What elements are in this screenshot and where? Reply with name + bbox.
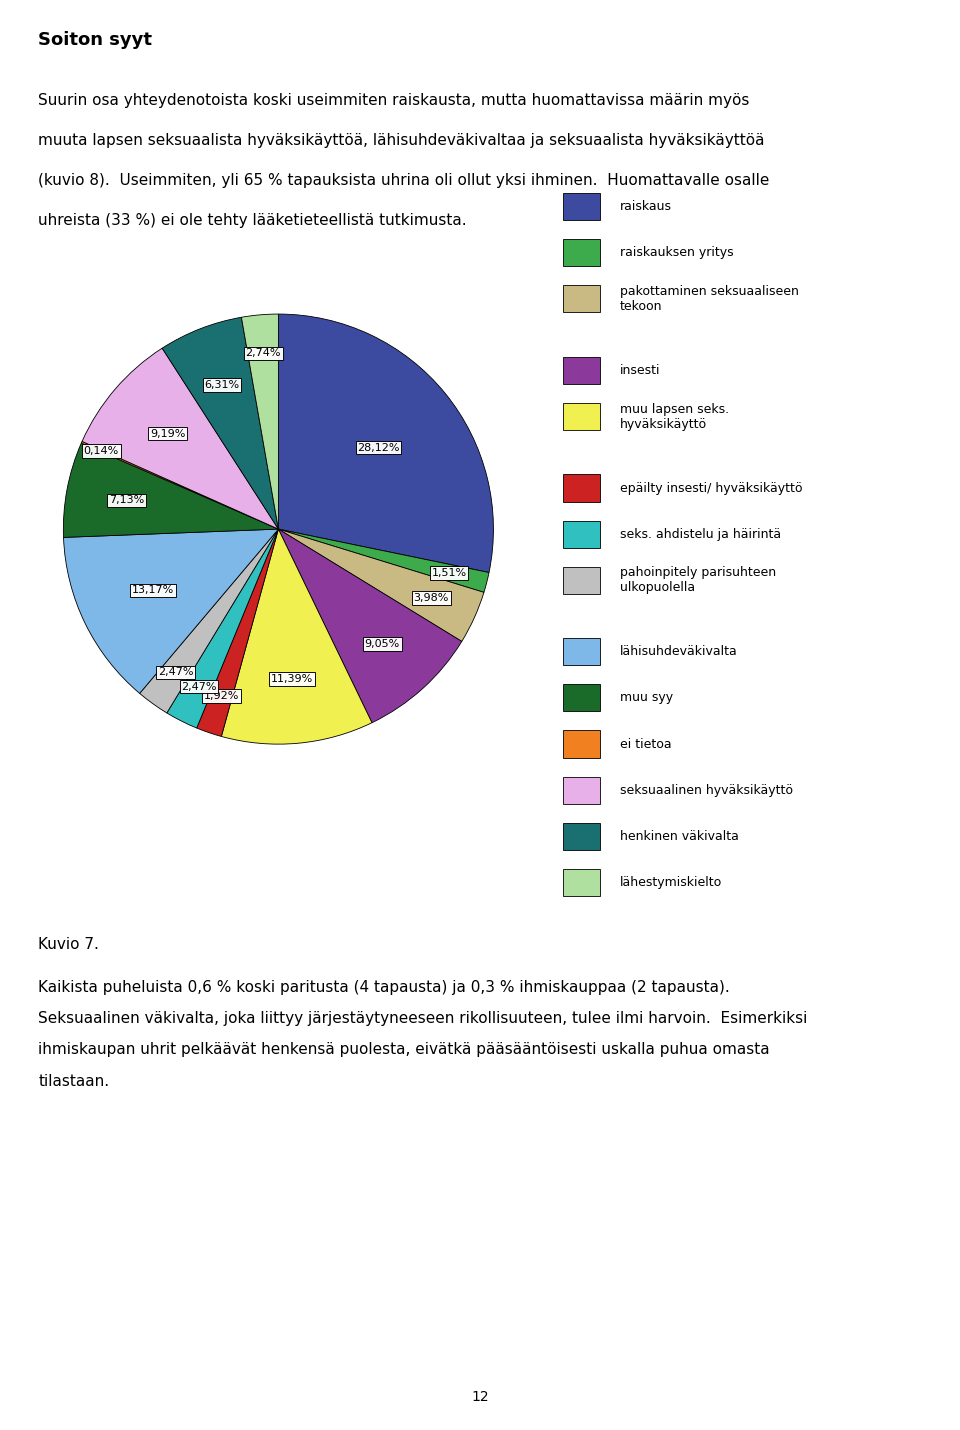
Bar: [564, 239, 600, 266]
Text: 9,19%: 9,19%: [150, 429, 185, 439]
Text: tilastaan.: tilastaan.: [38, 1074, 109, 1088]
Wedge shape: [278, 529, 462, 722]
Bar: [564, 869, 600, 897]
Text: 2,47%: 2,47%: [181, 682, 217, 692]
Text: muuta lapsen seksuaalista hyväksikäyttöä, lähisuhdeväkivaltaa ja seksuaalista hy: muuta lapsen seksuaalista hyväksikäyttöä…: [38, 133, 765, 147]
Wedge shape: [241, 315, 278, 529]
Text: lähisuhdeväkivalta: lähisuhdeväkivalta: [620, 645, 737, 658]
Bar: [564, 521, 600, 548]
Text: 3,98%: 3,98%: [414, 593, 449, 603]
Bar: [564, 403, 600, 430]
Text: 1,92%: 1,92%: [204, 691, 239, 701]
Wedge shape: [63, 529, 278, 694]
Text: uhreista (33 %) ei ole tehty lääketieteellistä tutkimusta.: uhreista (33 %) ei ole tehty lääketietee…: [38, 213, 467, 227]
Text: raiskauksen yritys: raiskauksen yritys: [620, 246, 733, 259]
Bar: [564, 358, 600, 385]
Text: 13,17%: 13,17%: [132, 585, 174, 595]
Wedge shape: [82, 347, 278, 529]
Text: 11,39%: 11,39%: [271, 674, 313, 684]
Text: 28,12%: 28,12%: [357, 443, 399, 453]
Wedge shape: [139, 529, 278, 714]
Wedge shape: [278, 529, 484, 642]
Text: lähestymiskielto: lähestymiskielto: [620, 877, 722, 889]
Text: seksuaalinen hyväksikäyttö: seksuaalinen hyväksikäyttö: [620, 784, 793, 797]
Wedge shape: [197, 529, 278, 736]
Text: pahoinpitely parisuhteen
ulkopuolella: pahoinpitely parisuhteen ulkopuolella: [620, 566, 776, 595]
Text: 1,51%: 1,51%: [432, 568, 467, 578]
Text: 9,05%: 9,05%: [365, 639, 400, 649]
Text: 7,13%: 7,13%: [108, 495, 144, 505]
Text: 6,31%: 6,31%: [204, 380, 240, 390]
Wedge shape: [63, 443, 278, 538]
Text: muu lapsen seks.
hyväksikäyttö: muu lapsen seks. hyväksikäyttö: [620, 402, 729, 430]
Text: (kuvio 8).  Useimmiten, yli 65 % tapauksista uhrina oli ollut yksi ihminen.  Huo: (kuvio 8). Useimmiten, yli 65 % tapauksi…: [38, 173, 770, 187]
Text: muu syy: muu syy: [620, 692, 673, 705]
Text: pakottaminen seksuaaliseen
tekoon: pakottaminen seksuaaliseen tekoon: [620, 285, 799, 313]
Text: epäilty insesti/ hyväksikäyttö: epäilty insesti/ hyväksikäyttö: [620, 482, 803, 495]
Wedge shape: [82, 442, 278, 529]
Text: 0,14%: 0,14%: [84, 446, 119, 456]
Bar: [564, 731, 600, 758]
Text: 2,47%: 2,47%: [157, 668, 193, 678]
Text: insesti: insesti: [620, 363, 660, 378]
Bar: [564, 286, 600, 313]
Wedge shape: [278, 529, 489, 592]
Wedge shape: [162, 317, 278, 529]
Text: ei tietoa: ei tietoa: [620, 738, 671, 751]
Text: henkinen väkivalta: henkinen väkivalta: [620, 829, 738, 842]
Text: Soiton syyt: Soiton syyt: [38, 31, 153, 50]
Text: Kaikista puheluista 0,6 % koski paritusta (4 tapausta) ja 0,3 % ihmiskauppaa (2 : Kaikista puheluista 0,6 % koski paritust…: [38, 980, 731, 994]
Bar: [564, 822, 600, 849]
Text: Suurin osa yhteydenotoista koski useimmiten raiskausta, mutta huomattavissa määr: Suurin osa yhteydenotoista koski useimmi…: [38, 93, 750, 107]
Wedge shape: [167, 529, 278, 728]
Text: ihmiskaupan uhrit pelkäävät henkensä puolesta, eivätkä pääsääntöisesti uskalla p: ihmiskaupan uhrit pelkäävät henkensä puo…: [38, 1042, 770, 1057]
Text: 2,74%: 2,74%: [246, 349, 281, 359]
Text: 12: 12: [471, 1390, 489, 1404]
Bar: [564, 685, 600, 712]
Wedge shape: [278, 315, 493, 572]
Wedge shape: [222, 529, 372, 744]
Bar: [564, 475, 600, 502]
Bar: [564, 776, 600, 804]
Bar: [564, 638, 600, 665]
Text: Seksuaalinen väkivalta, joka liittyy järjestäytyneeseen rikollisuuteen, tulee il: Seksuaalinen väkivalta, joka liittyy jär…: [38, 1011, 807, 1025]
Bar: [564, 566, 600, 593]
Bar: [564, 193, 600, 220]
Text: seks. ahdistelu ja häirintä: seks. ahdistelu ja häirintä: [620, 528, 780, 541]
Text: raiskaus: raiskaus: [620, 200, 672, 213]
Text: Kuvio 7.: Kuvio 7.: [38, 937, 99, 951]
